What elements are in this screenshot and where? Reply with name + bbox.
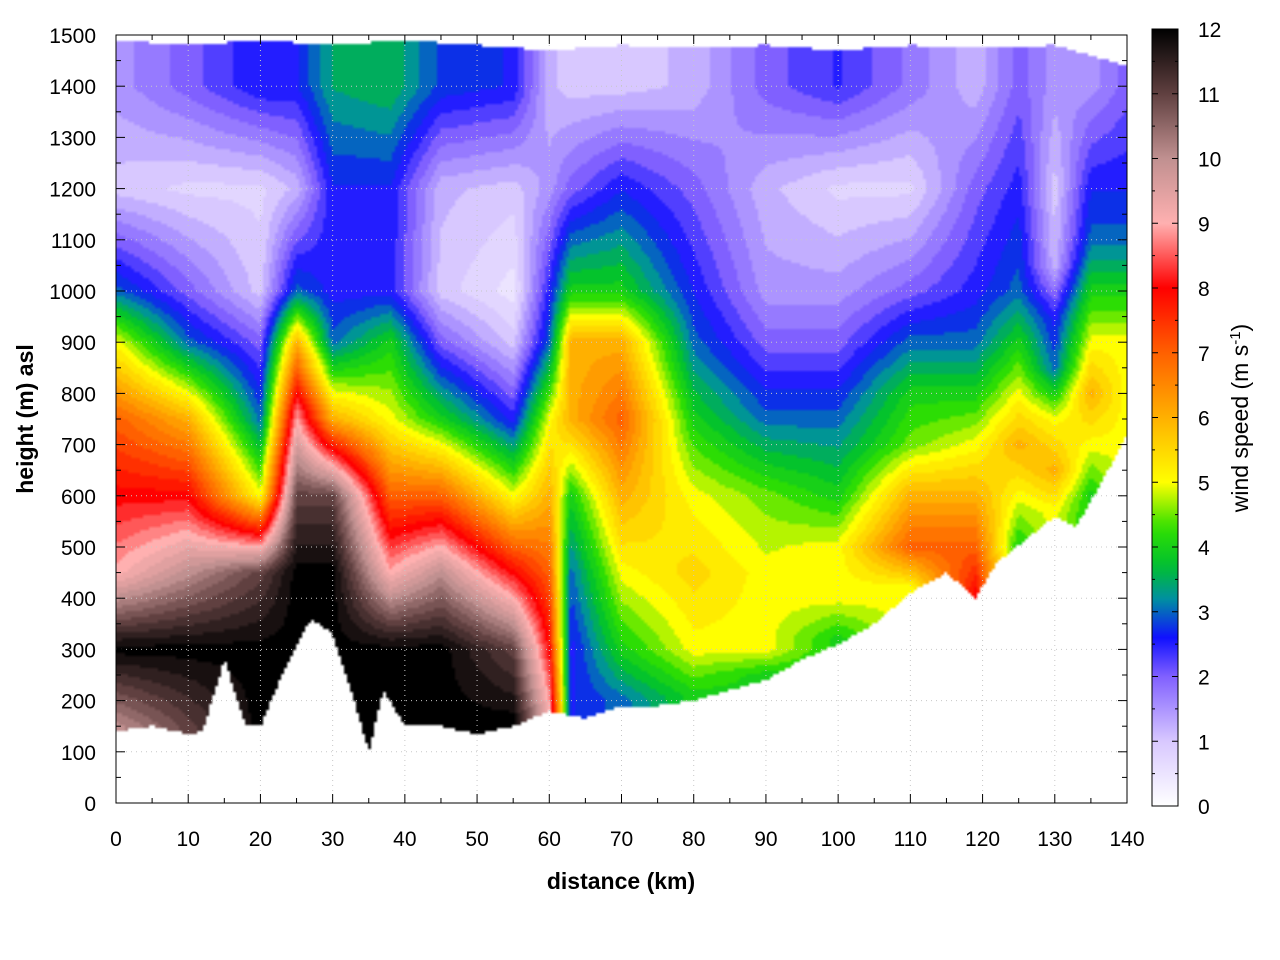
x-tick-label: 20 xyxy=(249,828,272,851)
y-tick-label: 900 xyxy=(61,332,96,355)
colorbar-tick-label: 5 xyxy=(1198,472,1210,495)
x-tick-label: 140 xyxy=(1109,828,1144,851)
x-tick-label: 120 xyxy=(965,828,1000,851)
x-tick-label: 60 xyxy=(538,828,561,851)
colorbar-title-main: wind speed (m s xyxy=(1227,345,1253,513)
y-tick-label: 1100 xyxy=(51,230,96,253)
colorbar-tick-label: 8 xyxy=(1198,278,1210,301)
colorbar-tick-label: 0 xyxy=(1198,796,1210,819)
y-tick-label: 600 xyxy=(61,486,96,509)
x-tick-label: 110 xyxy=(894,828,927,851)
x-axis-ticks: 0 10 20 30 40 50 60 70 80 90 100 110 120 130 140 xyxy=(110,35,1145,851)
y-tick-label: 100 xyxy=(61,742,96,765)
x-tick-label: 50 xyxy=(465,828,488,851)
x-tick-label: 0 xyxy=(110,828,122,851)
colorbar-tick-label: 7 xyxy=(1198,343,1210,366)
y-tick-label: 1200 xyxy=(49,179,96,202)
x-tick-label: 30 xyxy=(321,828,344,851)
x-tick-label: 130 xyxy=(1037,828,1072,851)
x-tick-label: 80 xyxy=(682,828,705,851)
colorbar-tick-label: 10 xyxy=(1198,149,1221,172)
x-tick-label: 90 xyxy=(754,828,777,851)
colorbar-tick-label: 12 xyxy=(1198,19,1221,42)
y-tick-label: 300 xyxy=(61,639,96,662)
y-tick-label: 500 xyxy=(61,537,96,560)
colorbar-tick-label: 4 xyxy=(1198,537,1210,560)
y-tick-label: 800 xyxy=(61,383,96,406)
colorbar-tick-label: 11 xyxy=(1198,84,1220,107)
colorbar-tick-label: 1 xyxy=(1198,731,1210,754)
x-tick-label: 100 xyxy=(821,828,856,851)
y-tick-label: 200 xyxy=(61,691,96,714)
y-tick-label: 400 xyxy=(61,588,96,611)
colorbar-tick-label: 3 xyxy=(1198,602,1210,625)
colorbar-tick-label: 9 xyxy=(1198,213,1210,236)
y-tick-label: 1400 xyxy=(49,76,96,99)
y-tick-label: 1300 xyxy=(49,127,96,150)
x-tick-label: 10 xyxy=(177,828,200,851)
y-axis-ticks: 0 100 200 300 400 500 600 700 800 900 1000 1100 1200… xyxy=(49,25,1127,816)
y-axis-title: height (m) asl xyxy=(12,344,38,494)
colorbar-tick-label: 6 xyxy=(1198,408,1210,431)
grid-lines xyxy=(116,35,1127,803)
colorbar-tick-label: 2 xyxy=(1198,667,1210,690)
x-axis-title: distance (km) xyxy=(547,868,695,894)
y-tick-label: 1000 xyxy=(49,281,96,304)
colorbar-title-end: ) xyxy=(1227,324,1253,332)
y-tick-label: 0 xyxy=(84,793,96,816)
x-tick-label: 70 xyxy=(610,828,633,851)
colorbar-title: wind speed (m s-1) xyxy=(1227,324,1254,513)
colorbar-title-superscript: -1 xyxy=(1227,331,1244,344)
y-tick-label: 1500 xyxy=(49,25,96,48)
y-tick-label: 700 xyxy=(61,435,96,458)
x-tick-label: 40 xyxy=(393,828,416,851)
